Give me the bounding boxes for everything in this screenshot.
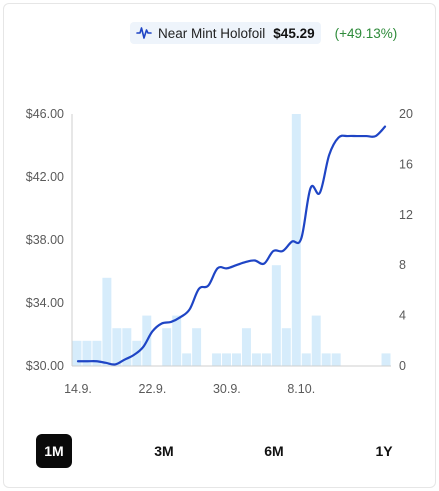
x-tick-label: 14.9. <box>64 382 92 396</box>
volume-bar <box>112 328 122 366</box>
y-left-tick-label: $38.00 <box>26 233 64 247</box>
volume-bar <box>122 328 132 366</box>
volume-bar <box>232 353 241 366</box>
range-button-3m[interactable]: 3M <box>146 434 182 468</box>
y-left-tick-label: $42.00 <box>26 170 64 184</box>
volume-bar <box>182 353 192 366</box>
price-volume-chart: $46.00 $42.00 $38.00 $34.00 $30.00 20 16 12 8 4 0… <box>26 107 413 396</box>
y-axis-right-labels: 20 16 12 8 4 0 <box>399 107 413 373</box>
volume-bar <box>301 353 311 366</box>
y-left-tick-label: $34.00 <box>26 296 64 310</box>
price-line <box>76 125 387 366</box>
time-range-selector[interactable]: 1M 3M 6M 1Y <box>36 434 406 470</box>
volume-bar <box>102 277 112 366</box>
chart-legend[interactable]: Near Mint Holofoil $45.29 (+49.13%) <box>130 22 397 44</box>
volume-bar <box>261 353 271 366</box>
price-history-card <box>3 3 436 488</box>
volume-bar <box>192 328 202 366</box>
volume-bar <box>271 265 281 366</box>
y-right-tick-label: 0 <box>399 359 406 373</box>
volume-bar <box>331 353 341 366</box>
volume-bar <box>222 353 231 366</box>
range-button-1m[interactable]: 1M <box>36 434 72 468</box>
volume-bar <box>162 328 172 366</box>
y-right-tick-label: 16 <box>399 157 413 171</box>
legend-price-change: (+49.13%) <box>334 25 398 41</box>
range-button-1y[interactable]: 1Y <box>366 434 402 468</box>
y-right-tick-label: 20 <box>399 107 413 121</box>
x-tick-label: 30.9. <box>213 382 241 396</box>
volume-bar <box>291 114 301 366</box>
x-tick-label: 8.10. <box>287 382 315 396</box>
volume-bar <box>172 315 182 366</box>
chart-axes <box>71 114 391 367</box>
volume-bar <box>251 353 261 366</box>
legend-series-pill[interactable]: Near Mint Holofoil $45.29 <box>130 22 321 44</box>
volume-bar <box>241 328 251 366</box>
y-right-tick-label: 12 <box>399 208 413 222</box>
volume-bar <box>212 353 222 366</box>
y-left-tick-label: $46.00 <box>26 107 64 121</box>
x-axis-labels: 14.9. 22.9. 30.9. 8.10. <box>64 382 315 396</box>
y-axis-left-labels: $46.00 $42.00 $38.00 $34.00 $30.00 <box>26 107 64 373</box>
y-right-tick-label: 8 <box>399 258 406 272</box>
legend-series-name: Near Mint Holofoil <box>158 25 266 41</box>
volume-bar <box>92 340 102 366</box>
volume-bar <box>381 353 391 366</box>
y-left-tick-label: $30.00 <box>26 359 64 373</box>
volume-bar <box>311 315 321 366</box>
line-chart-icon <box>136 27 152 39</box>
volume-bars <box>72 114 391 366</box>
range-button-6m[interactable]: 6M <box>256 434 292 468</box>
y-right-tick-label: 4 <box>399 309 406 323</box>
volume-bar <box>321 353 331 366</box>
legend-current-price: $45.29 <box>273 25 315 41</box>
volume-bar <box>281 328 291 366</box>
x-tick-label: 22.9. <box>139 382 167 396</box>
volume-bar <box>82 340 92 366</box>
volume-bar <box>72 340 82 366</box>
